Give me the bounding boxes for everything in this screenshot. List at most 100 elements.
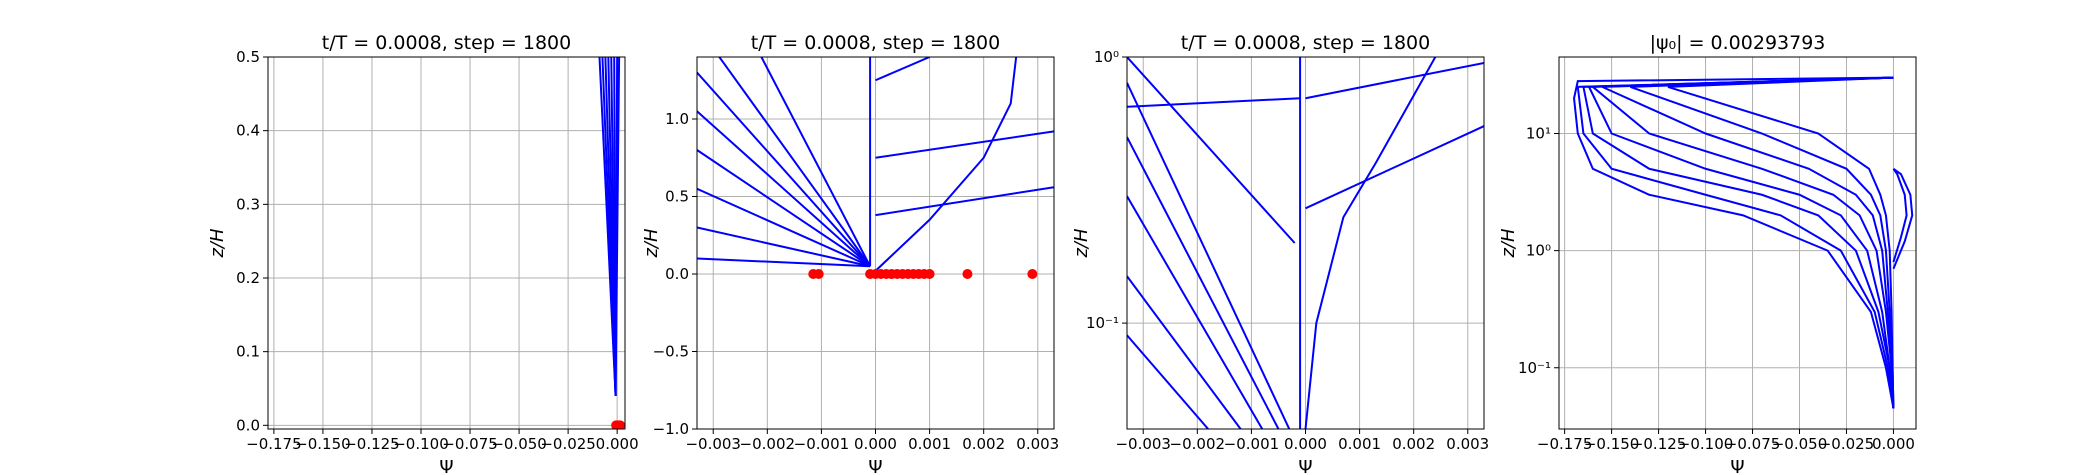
line bbox=[1630, 76, 1895, 409]
panel: −0.003−0.002−0.001 0.000 0.001 0.002 0.003 −1… bbox=[641, 32, 1059, 475]
y-tick-label: 0.2 bbox=[236, 269, 260, 287]
x-tick-label: 0.000 bbox=[1872, 435, 1915, 453]
chart-title: t/T = 0.0008, step = 1800 bbox=[1181, 32, 1430, 54]
line bbox=[1127, 334, 1209, 429]
y-axis-label: z/H bbox=[1498, 228, 1519, 259]
line bbox=[1127, 97, 1301, 108]
axes-frame bbox=[1126, 56, 1485, 430]
line bbox=[614, 57, 621, 396]
chart-title: |ψ₀| = 0.00293793 bbox=[1650, 32, 1826, 54]
x-tick-label: 0.000 bbox=[596, 435, 639, 453]
x-axis-label: Ψ bbox=[1730, 457, 1744, 475]
x-tick-label: −0.100 bbox=[1678, 435, 1734, 453]
line bbox=[697, 149, 871, 268]
chart-title: t/T = 0.0008, step = 1800 bbox=[751, 32, 1000, 54]
line bbox=[1892, 167, 1914, 270]
x-tick-label: −0.025 bbox=[1819, 435, 1875, 453]
line bbox=[697, 110, 871, 267]
x-tick-label: −0.100 bbox=[393, 435, 449, 453]
x-axis-label: Ψ bbox=[1298, 457, 1312, 475]
line bbox=[1576, 76, 1895, 409]
point bbox=[962, 269, 973, 279]
y-axis-label: z/H bbox=[1071, 228, 1092, 259]
y-tick-label: 10⁻¹ bbox=[1518, 359, 1551, 377]
axes-frame bbox=[1558, 56, 1917, 430]
y-tick-label: 10⁰ bbox=[1094, 48, 1119, 66]
y-tick-label: −0.5 bbox=[653, 343, 689, 361]
x-tick-label: 0.001 bbox=[908, 435, 951, 453]
point bbox=[924, 269, 935, 279]
x-tick-label: −0.150 bbox=[1584, 435, 1640, 453]
x-tick-label: −0.125 bbox=[1631, 435, 1687, 453]
y-tick-label: 0.3 bbox=[236, 195, 260, 213]
x-tick-label: −0.050 bbox=[1772, 435, 1828, 453]
axes-frame bbox=[267, 56, 626, 430]
line bbox=[1127, 195, 1264, 429]
y-tick-label: 0.0 bbox=[236, 416, 260, 434]
point bbox=[615, 420, 625, 429]
x-tick-label: −0.001 bbox=[1224, 435, 1280, 453]
y-tick-label: 10¹ bbox=[1526, 125, 1551, 143]
y-tick-label: 0.5 bbox=[236, 48, 260, 66]
x-tick-label: 0.000 bbox=[1284, 435, 1327, 453]
x-tick-label: −0.002 bbox=[740, 435, 796, 453]
x-tick-label: 0.002 bbox=[962, 435, 1005, 453]
panel: −0.175−0.150−0.125−0.100−0.075−0.050−0.0… bbox=[207, 32, 639, 475]
line bbox=[1582, 76, 1895, 409]
line bbox=[875, 130, 1054, 159]
plot-area bbox=[697, 57, 1054, 279]
point bbox=[1027, 269, 1038, 279]
x-tick-label: −0.175 bbox=[246, 435, 302, 453]
x-tick-label: 0.002 bbox=[1392, 435, 1435, 453]
plot-area bbox=[1573, 76, 1914, 409]
x-tick-label: −0.075 bbox=[1725, 435, 1781, 453]
x-tick-label: −0.003 bbox=[685, 435, 741, 453]
x-tick-label: −0.075 bbox=[442, 435, 498, 453]
x-axis-label: Ψ bbox=[439, 457, 453, 475]
x-tick-label: 0.000 bbox=[854, 435, 897, 453]
chart-title: t/T = 0.0008, step = 1800 bbox=[322, 32, 571, 54]
y-tick-label: 0.1 bbox=[236, 343, 260, 361]
line bbox=[1667, 76, 1895, 409]
line bbox=[1305, 125, 1484, 210]
line bbox=[697, 71, 871, 267]
x-tick-label: −0.125 bbox=[344, 435, 400, 453]
line bbox=[1127, 136, 1280, 429]
x-tick-label: −0.025 bbox=[540, 435, 596, 453]
y-tick-label: 10⁰ bbox=[1526, 242, 1551, 260]
x-tick-label: −0.175 bbox=[1537, 435, 1593, 453]
line bbox=[1587, 76, 1895, 409]
y-tick-label: 0.0 bbox=[665, 265, 689, 283]
line bbox=[875, 57, 930, 82]
panel: −0.175−0.150−0.125−0.100−0.075−0.050−0.0… bbox=[1498, 32, 1917, 475]
line bbox=[718, 57, 871, 267]
point bbox=[813, 269, 824, 279]
x-tick-label: −0.150 bbox=[295, 435, 351, 453]
panel: −0.003−0.002−0.001 0.000 0.001 0.002 0.003 10… bbox=[1071, 32, 1489, 475]
y-axis-label: z/H bbox=[207, 228, 228, 259]
line bbox=[697, 257, 871, 268]
x-axis-label: Ψ bbox=[868, 457, 882, 475]
y-axis-label: z/H bbox=[641, 228, 662, 259]
plot-area bbox=[1127, 57, 1484, 429]
line bbox=[1127, 82, 1291, 429]
line bbox=[1892, 168, 1908, 263]
line bbox=[760, 57, 871, 267]
line bbox=[1127, 57, 1296, 244]
x-tick-label: −0.001 bbox=[794, 435, 850, 453]
y-tick-label: 0.4 bbox=[236, 122, 260, 140]
x-tick-label: −0.002 bbox=[1170, 435, 1226, 453]
y-tick-label: 10⁻¹ bbox=[1086, 314, 1119, 332]
x-tick-label: 0.001 bbox=[1338, 435, 1381, 453]
line bbox=[697, 226, 871, 268]
line bbox=[875, 186, 1054, 217]
line bbox=[1304, 57, 1437, 429]
x-tick-label: 0.003 bbox=[1446, 435, 1489, 453]
x-tick-label: −0.050 bbox=[491, 435, 547, 453]
axes-frame bbox=[696, 56, 1055, 430]
x-tick-label: 0.003 bbox=[1016, 435, 1059, 453]
y-tick-label: −1.0 bbox=[653, 420, 689, 438]
y-tick-label: 1.0 bbox=[665, 110, 689, 128]
y-tick-label: 0.5 bbox=[665, 188, 689, 206]
